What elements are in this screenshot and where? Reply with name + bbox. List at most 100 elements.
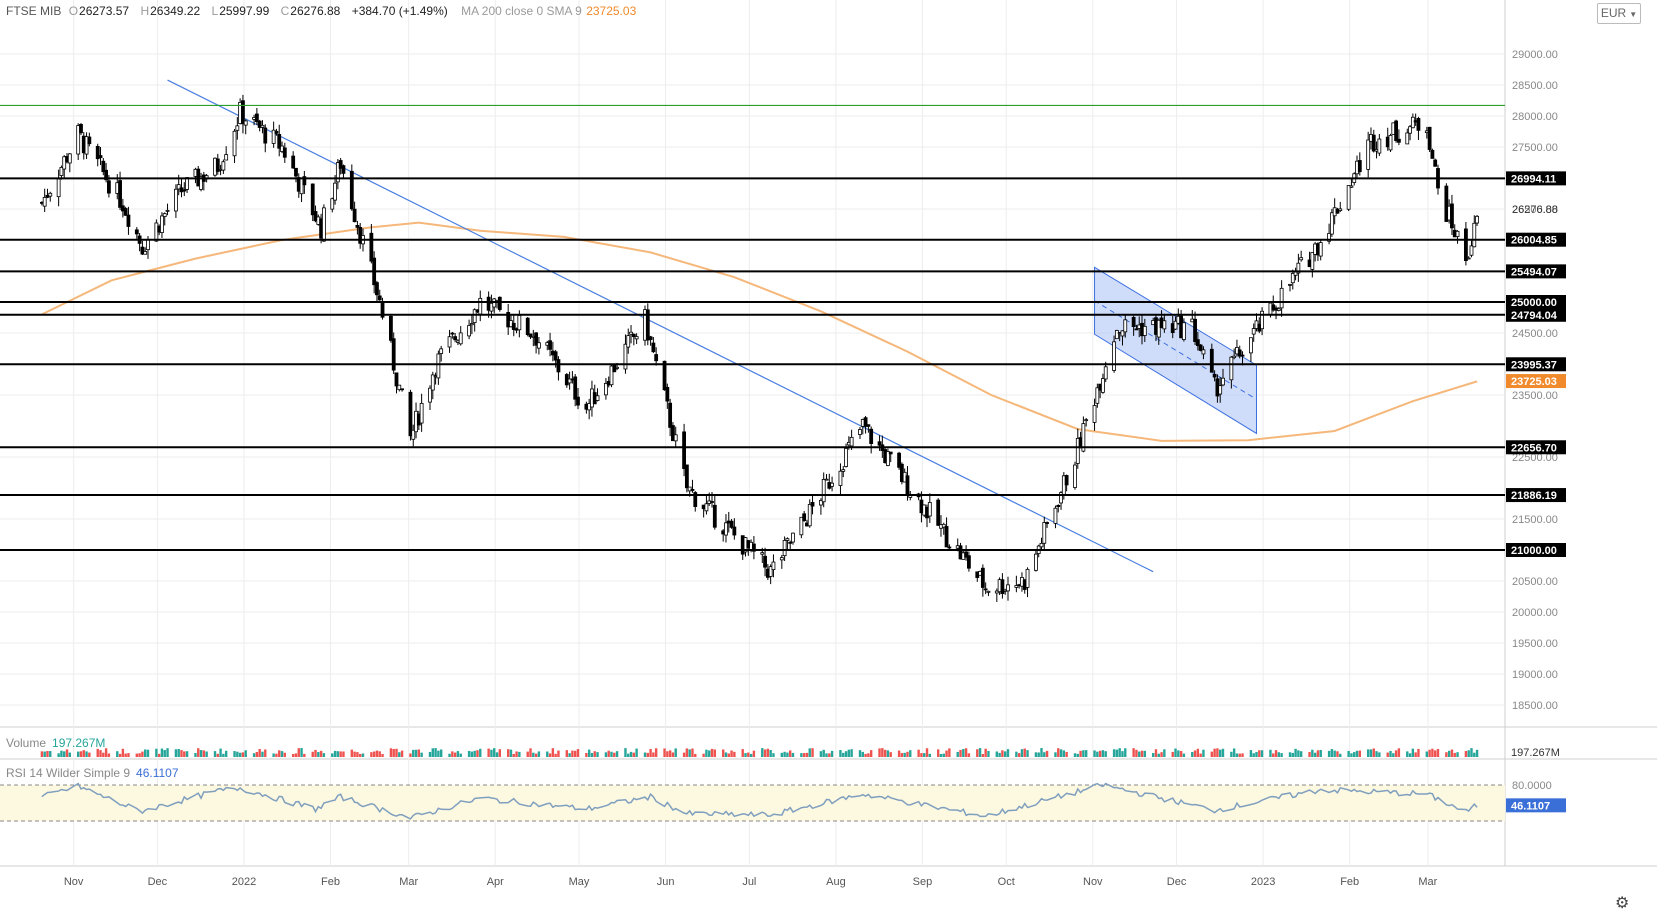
candle-body	[302, 176, 307, 186]
volume-bar	[534, 753, 538, 757]
volume-bar	[1157, 753, 1160, 757]
candle-body	[165, 209, 170, 212]
level-label: 25494.07	[1511, 266, 1557, 278]
volume-group	[40, 748, 1479, 757]
volume-bar	[1138, 751, 1141, 757]
volume-bar	[984, 748, 987, 757]
volume-bar	[654, 748, 658, 757]
volume-bar	[1311, 749, 1314, 757]
volume-bar	[1475, 749, 1479, 757]
volume-bar	[135, 753, 139, 757]
candle-body	[1469, 245, 1474, 256]
candle-body	[1045, 522, 1049, 524]
candle-body	[101, 160, 106, 173]
volume-bar	[1079, 750, 1082, 757]
volume-bar	[643, 752, 647, 757]
volume-bar	[878, 748, 881, 757]
volume-bar	[607, 750, 610, 757]
volume-bar	[721, 749, 725, 757]
volume-bar	[1389, 750, 1392, 757]
candle-body	[215, 158, 220, 172]
volume-bar	[747, 752, 750, 757]
volume-bar	[1174, 748, 1177, 757]
volume-bar	[526, 751, 529, 757]
volume-bar	[858, 750, 862, 757]
y-tick-label: 26500.00	[1512, 204, 1558, 216]
volume-bar	[241, 752, 245, 757]
volume-bar	[1436, 748, 1440, 757]
candle-body	[1042, 522, 1047, 544]
volume-bar	[942, 753, 945, 757]
volume-bar	[956, 751, 959, 757]
candle-body	[95, 146, 100, 160]
volume-bar	[1182, 753, 1186, 757]
volume-bar	[336, 751, 340, 757]
volume-bar	[1073, 753, 1077, 757]
candle-body	[528, 333, 533, 338]
volume-bar	[1299, 751, 1303, 757]
candle-body	[1410, 116, 1415, 129]
candle-body	[782, 540, 787, 557]
currency-selector[interactable]: EUR ▼	[1597, 3, 1641, 24]
x-tick-label: Feb	[1340, 876, 1359, 888]
candle-body	[1240, 354, 1245, 357]
level-label: 24794.04	[1511, 310, 1558, 322]
candle-body	[732, 526, 737, 536]
volume-bar	[1202, 749, 1205, 757]
candle-body	[394, 372, 399, 387]
volume-bar	[1143, 750, 1147, 757]
volume-bar	[1026, 750, 1029, 757]
candle-body	[866, 424, 871, 427]
volume-bar	[1375, 751, 1378, 757]
candle-body	[450, 332, 455, 335]
candle-body	[1084, 419, 1089, 422]
volume-bar	[1372, 748, 1375, 757]
volume-bar	[434, 748, 437, 757]
candle-body	[983, 588, 988, 591]
candle-body	[1271, 304, 1276, 311]
candle-body	[1349, 185, 1354, 188]
volume-bar	[303, 753, 306, 757]
volume-bar	[959, 749, 962, 757]
volume-bar	[428, 751, 432, 757]
candle-body	[712, 504, 717, 528]
gear-icon[interactable]: ⚙	[1615, 895, 1630, 912]
volume-bar	[1191, 751, 1194, 757]
volume-bar	[294, 753, 298, 757]
volume-bar	[917, 749, 920, 757]
candle-body	[1346, 185, 1351, 210]
volume-bar	[766, 748, 770, 757]
volume-bar	[1470, 748, 1473, 757]
volume-bar	[375, 750, 379, 757]
volume-bar	[278, 750, 281, 757]
candles-group	[39, 94, 1479, 602]
volume-bar	[495, 752, 499, 757]
volume-bar	[1076, 753, 1079, 757]
volume-bar	[174, 749, 178, 757]
volume-bar	[1040, 748, 1043, 757]
volume-bar	[613, 752, 616, 757]
candle-body	[785, 538, 790, 541]
candle-body	[869, 428, 874, 444]
volume-bar	[350, 749, 354, 757]
volume-bar	[49, 751, 52, 757]
x-tick-label: Mar	[1418, 876, 1437, 888]
volume-bar	[1378, 752, 1381, 757]
symbol-name: FTSE MIB	[6, 4, 62, 18]
candle-body	[1249, 337, 1253, 354]
volume-bar	[342, 751, 345, 757]
candle-body	[1290, 273, 1295, 284]
volume-bar	[727, 753, 730, 757]
candle-body	[232, 130, 237, 157]
candle-body	[1073, 464, 1077, 488]
candle-body	[160, 215, 164, 233]
volume-bar	[909, 750, 912, 757]
volume-bar	[752, 750, 756, 757]
candle-body	[1327, 233, 1331, 242]
volume-bar	[1216, 748, 1219, 757]
volume-bar	[219, 748, 222, 757]
volume-bar	[512, 753, 515, 757]
volume-bar	[194, 752, 197, 757]
volume-bar	[1274, 750, 1278, 757]
